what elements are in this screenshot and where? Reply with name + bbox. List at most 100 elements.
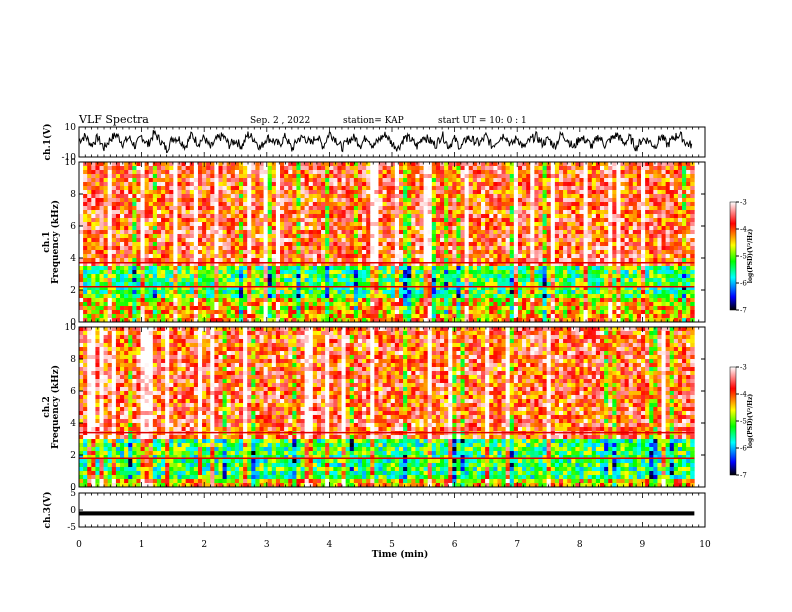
ch1-spectrogram-cell (517, 170, 523, 175)
ch1-spectrogram-cell (522, 198, 527, 203)
ch1-spectrogram-cell (296, 214, 301, 219)
ch1-spectrogram-cell (136, 234, 141, 239)
ch1-spectrogram-cell (513, 254, 519, 259)
ch1-spectrogram-cell (87, 266, 92, 271)
ch1-spectrogram-cell (165, 306, 170, 311)
ch1-spectrogram-cell (513, 294, 519, 299)
ch1-spectrogram-cell (489, 166, 494, 171)
ch1-spectrogram-cell (538, 166, 543, 171)
ch1-spectrogram-cell (558, 234, 564, 239)
ch1-spectrogram-cell (419, 174, 424, 179)
ch1-spectrogram-cell (329, 206, 334, 211)
ch1-spectrogram-cell (550, 298, 556, 303)
ch1-spectrogram-cell (288, 170, 293, 175)
ch1-spectrogram-cell (386, 318, 392, 323)
ch1-spectrogram-cell (563, 210, 568, 215)
ch1-spectrogram-cell (210, 310, 215, 315)
ch1-spectrogram-cell (263, 214, 269, 219)
ch1-spectrogram-cell (181, 222, 186, 227)
ch1-spectrogram-cell (464, 214, 470, 219)
ch1-spectrogram-cell (558, 314, 564, 319)
ch1-spectrogram-cell (165, 278, 170, 283)
ch1-spectrogram-cell (550, 198, 556, 203)
ch1-spectrogram-cell (230, 186, 236, 191)
ch1-spectrogram-cell (386, 230, 392, 235)
ch1-spectrogram-cell (107, 230, 113, 235)
ch1-spectrogram-cell (214, 166, 219, 171)
ch1-spectrogram-cell (247, 186, 252, 191)
ch1-spectrogram-cell (115, 170, 121, 175)
ch1-spectrogram-cell (292, 170, 297, 175)
ch1-spectrogram-cell (513, 170, 519, 175)
ch1-spectrogram-cell (460, 238, 465, 243)
ch1-spectrogram-cell (370, 234, 375, 239)
ch1-spectrogram-cell (554, 302, 560, 307)
ch1-spectrogram-cell (563, 258, 568, 263)
ch1-spectrogram-cell (300, 302, 305, 307)
ch1-spectrogram-cell (325, 194, 330, 199)
ch1-spectrogram-cell (390, 246, 396, 251)
ch1-spectrogram-cell (583, 250, 588, 255)
ch1-spectrogram-cell (185, 266, 191, 271)
ch1-spectrogram-cell (456, 310, 461, 315)
ch1-spectrogram-cell (407, 294, 412, 299)
ch1-spectrogram-cell (460, 306, 465, 311)
ch1-spectrogram-cell (321, 242, 326, 247)
ch1-spectrogram-cell (169, 210, 174, 215)
ch1-spectrogram-cell (579, 178, 584, 183)
ch1-spectrogram-cell (181, 282, 186, 287)
ch1-spectrogram-cell (517, 306, 523, 311)
ch1-spectrogram-cell (202, 282, 207, 287)
ch1-spectrogram-cell (189, 202, 195, 207)
ch1-spectrogram-cell (546, 266, 552, 271)
ch1-spectrogram-cell (341, 262, 346, 267)
ch1-spectrogram-cell (202, 194, 207, 199)
ch1-spectrogram-cell (275, 258, 281, 263)
ch1-spectrogram-cell (259, 298, 264, 303)
ch1-spectrogram-cell (522, 250, 527, 255)
ch1-spectrogram-cell (107, 198, 113, 203)
ch1-spectrogram-cell (259, 310, 264, 315)
ch1-spectrogram-cell (567, 198, 572, 203)
ch1-spectrogram-cell (460, 214, 465, 219)
ch1-spectrogram-cell (345, 306, 351, 311)
ch1-spectrogram-cell (337, 198, 342, 203)
ch1-spectrogram-cell (530, 178, 535, 183)
ch1-spectrogram-cell (312, 202, 318, 207)
ch1-spectrogram-cell (185, 162, 191, 167)
ch1-spectrogram-cell (193, 190, 199, 195)
ch1-spectrogram-cell (247, 178, 252, 183)
ch1-spectrogram-cell (210, 218, 215, 223)
ch1-spectrogram-cell (321, 210, 326, 215)
ch1-spectrogram-cell (493, 262, 498, 267)
ch1-spectrogram-cell (173, 202, 178, 207)
ch1-spectrogram-cell (316, 210, 322, 215)
ch1-spectrogram-cell (583, 170, 588, 175)
ch1-spectrogram-cell (476, 250, 482, 255)
ch1-spectrogram-cell (526, 238, 531, 243)
ch1-spectrogram-cell (554, 298, 560, 303)
ch1-spectrogram-cell (440, 302, 445, 307)
ch1-spectrogram-cell (464, 302, 470, 307)
ch1-spectrogram-cell (538, 270, 543, 275)
ch1-spectrogram-cell (362, 218, 367, 223)
ch1-spectrogram-cell (255, 178, 260, 183)
ch1-spectrogram-cell (181, 274, 186, 279)
ch1-spectrogram-cell (542, 194, 547, 199)
ch1-spectrogram-cell (357, 178, 363, 183)
ch1-spectrogram-cell (181, 290, 186, 295)
ch1-spectrogram-cell (300, 166, 305, 171)
ch1-spectrogram-cell (337, 286, 342, 291)
ch1-spectrogram-cell (485, 246, 490, 251)
ch1-spectrogram-cell (333, 274, 338, 279)
ch1-spectrogram-cell (115, 270, 121, 275)
ch1-spectrogram-cell (489, 266, 494, 271)
ch1-spectrogram-cell (456, 298, 461, 303)
ch1-spectrogram-cell (444, 254, 449, 259)
ch1-spectrogram-cell (103, 250, 109, 255)
ch1-spectrogram-cell (156, 286, 162, 291)
ch1-spectrogram-cell (120, 250, 125, 255)
ch1-spectrogram-cell (251, 206, 256, 211)
ch1-spectrogram-cell (485, 250, 490, 255)
ch1-spectrogram-cell (579, 186, 584, 191)
